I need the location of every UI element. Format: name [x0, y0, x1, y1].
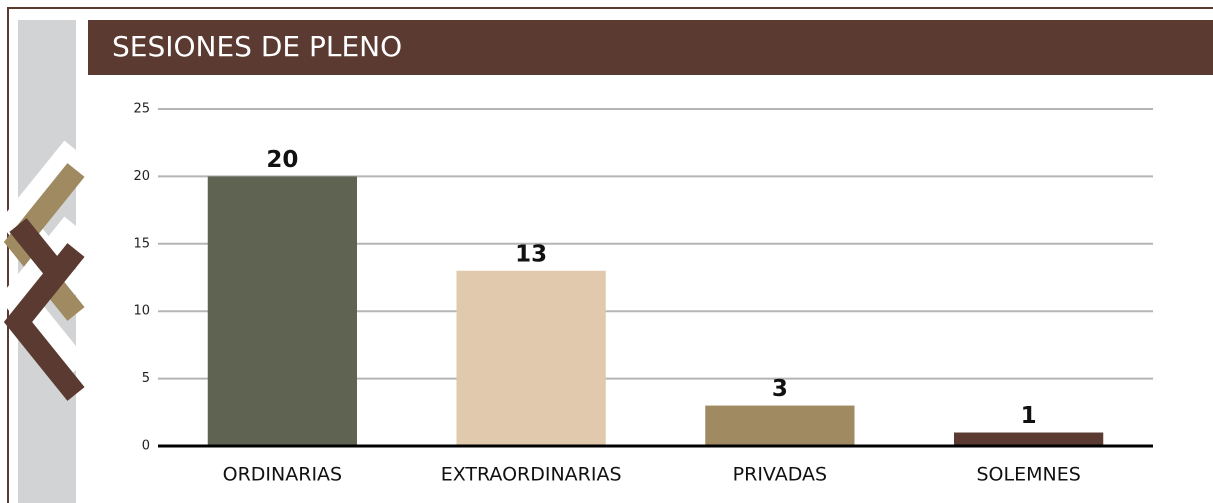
chevrons	[0, 140, 88, 401]
frame	[7, 7, 1213, 503]
title-bar	[88, 20, 1213, 75]
y-tick-label: 25	[133, 102, 150, 117]
x-tick-label: ORDINARIAS	[223, 464, 342, 486]
x-tick-label: SOLEMNES	[976, 464, 1080, 486]
y-tick-label: 15	[133, 236, 150, 251]
value-label: 3	[772, 376, 788, 402]
y-tick-label: 5	[142, 371, 150, 386]
x-tick-label: EXTRAORDINARIAS	[441, 464, 622, 486]
value-label: 1	[1021, 403, 1037, 429]
bar	[954, 432, 1104, 446]
value-label: 20	[266, 147, 298, 173]
value-label: 13	[515, 241, 547, 267]
bar	[207, 176, 357, 446]
chart-title: SESIONES DE PLENO	[112, 30, 402, 63]
y-tick-label: 20	[133, 169, 150, 184]
bar	[705, 405, 855, 446]
y-tick-label: 10	[133, 304, 150, 319]
bar	[456, 270, 606, 446]
y-tick-label: 0	[142, 439, 150, 454]
x-tick-label: PRIVADAS	[733, 464, 827, 486]
